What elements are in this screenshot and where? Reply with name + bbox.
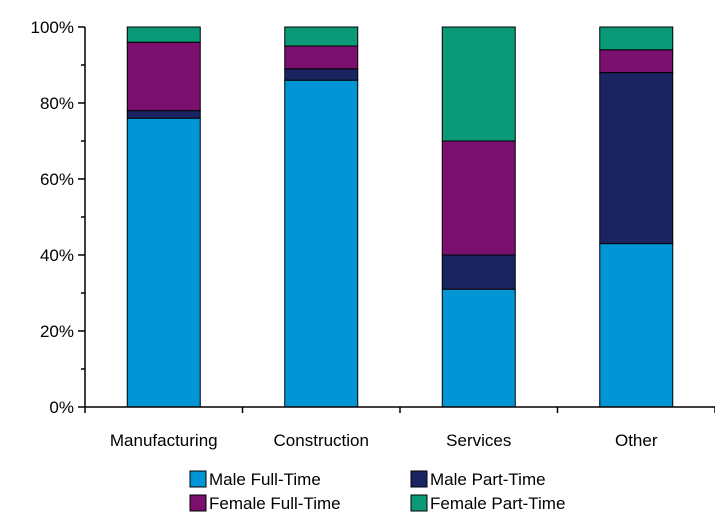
x-tick-label-services: Services [446,431,511,450]
legend-swatch-male-full-time [189,470,207,488]
legend-swatch-female-full-time [189,494,207,512]
y-tick-label: 100% [31,18,74,37]
bar-manufacturing-male-part-time [126,110,201,119]
y-tick-label: 20% [40,322,74,341]
bar-services-male-part-time [441,254,516,290]
legend-label-male-part-time: Male Part-Time [430,470,546,489]
bar-manufacturing-female-part-time [126,26,201,43]
legend-label-female-part-time: Female Part-Time [430,494,565,513]
bar-manufacturing-male-full-time [126,117,201,408]
bar-construction-male-full-time [284,79,359,408]
bar-other-male-full-time [599,243,674,408]
bar-construction-female-full-time [284,45,359,70]
bar-other-female-full-time [599,49,674,74]
bar-construction-male-part-time [284,68,359,81]
x-tick-label-construction: Construction [274,431,369,450]
bar-services-female-full-time [441,140,516,256]
bar-construction-female-part-time [284,26,359,47]
y-tick-label: 0% [49,398,74,417]
bar-other-male-part-time [599,72,674,245]
bar-services-male-full-time [441,288,516,408]
x-tick-label-other: Other [615,431,658,450]
y-tick-label: 80% [40,94,74,113]
legend-swatch-male-part-time [410,470,428,488]
y-tick-label: 60% [40,170,74,189]
legend-label-female-full-time: Female Full-Time [209,494,341,513]
x-tick-label-manufacturing: Manufacturing [110,431,218,450]
legend-swatch-female-part-time [410,494,428,512]
bar-manufacturing-female-full-time [126,41,201,112]
bar-other-female-part-time [599,26,674,51]
y-tick-label: 40% [40,246,74,265]
bar-services-female-part-time [441,26,516,142]
legend-label-male-full-time: Male Full-Time [209,470,321,489]
